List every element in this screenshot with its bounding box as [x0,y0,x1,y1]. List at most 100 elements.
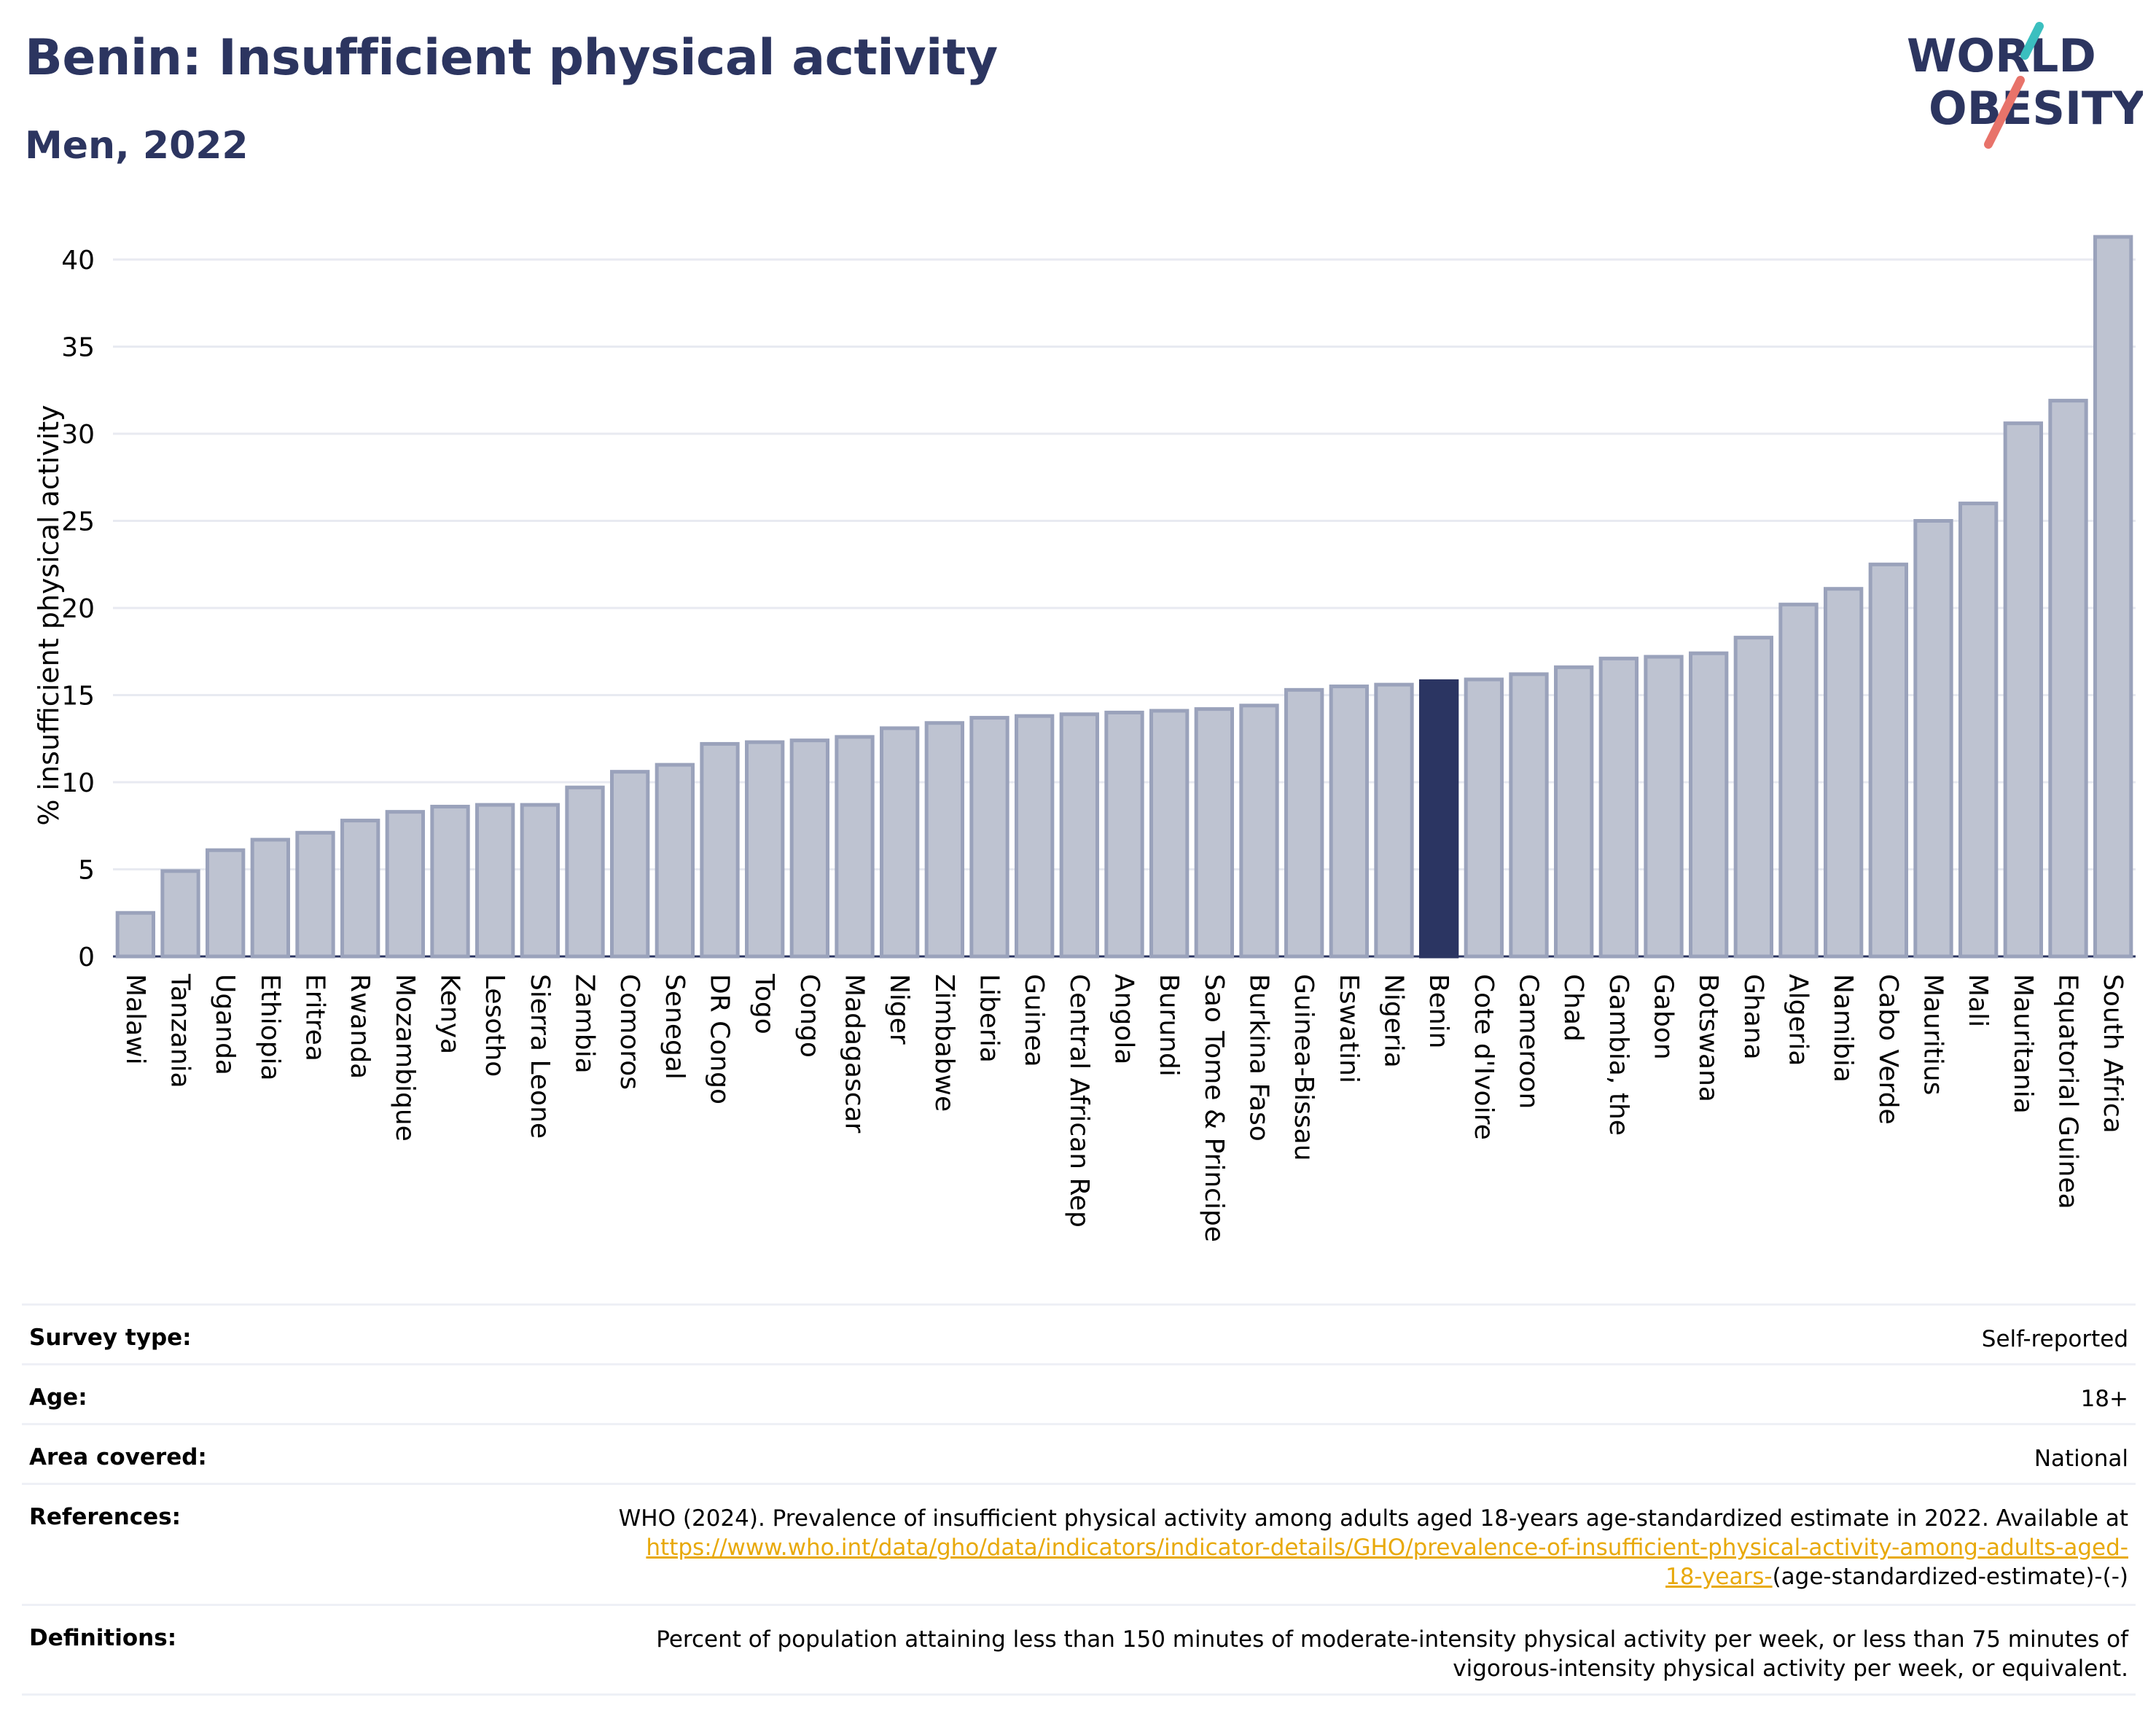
y-tick-label: 30 [61,420,95,450]
x-tick-label: Zimbabwe [929,974,959,1112]
x-tick-label: Eswatini [1334,974,1364,1083]
bar-gambia-the [1598,656,1639,959]
y-tick-label: 10 [61,768,95,798]
reference-suffix: (age-standardized-estimate)-(-) [1772,1564,2128,1590]
bar-guinea-bissau [1284,687,1324,959]
y-tick-label: 0 [78,943,95,972]
meta-label: References: [29,1504,181,1530]
x-tick-label: Sao Tome & Principe [1199,974,1229,1242]
logo-accent-coral [1984,76,2025,149]
x-tick-label: Mozambique [390,974,420,1142]
x-tick-label: Algeria [1784,974,1813,1067]
bar-tanzania [160,869,200,959]
meta-row-age: Age: 18+ [22,1363,2136,1423]
bar-uganda [206,848,246,959]
meta-value: Percent of population attaining less tha… [656,1606,2128,1693]
x-tick-label: Namibia [1828,974,1858,1083]
bar-congo [789,738,829,959]
y-tick-label: 5 [78,856,95,886]
meta-row-references: References: WHO (2024). Prevalence of in… [22,1483,2136,1604]
x-tick-label: Guinea [1019,974,1049,1067]
bar-rwanda [340,819,380,959]
bar-mozambique [385,810,426,959]
x-tick-label: Central African Rep [1064,974,1094,1228]
meta-value: National [2034,1446,2128,1472]
bar-chad [1554,665,1594,959]
y-tick-label: 35 [61,333,95,363]
x-tick-labels: Malawi Tanzania Uganda Ethiopia Eritrea Rwand… [120,973,2128,1242]
x-tick-label: Kenya [435,974,465,1054]
x-tick-label: Cabo Verde [1873,974,1903,1125]
bar-botswana [1689,651,1729,959]
meta-label: Area covered: [29,1444,207,1470]
bar-zambia [565,785,605,959]
meta-row-definitions: Definitions: Percent of population attai… [22,1604,2136,1696]
x-tick-label: Cote d'Ivoire [1469,974,1499,1140]
x-tick-label: Rwanda [345,974,375,1079]
bar-namibia [1824,587,1864,959]
x-tick-label: Burkina Faso [1244,974,1274,1142]
meta-value: Self-reported [1981,1326,2128,1352]
definition-line-2: vigorous-intensity physical activity per… [1453,1656,2128,1682]
x-tick-label: Ghana [1738,974,1768,1060]
x-tick-label: Equatorial Guinea [2053,974,2083,1209]
bar-zimbabwe [924,721,964,959]
y-axis-label: % insufficient physical activity [33,405,65,825]
logo-accent-teal [2020,22,2044,60]
bar-mauritius [1913,519,1953,959]
bar-cabo-verde [1868,562,1909,959]
bar-burundi [1149,709,1190,959]
reference-link-continued[interactable]: 18-years- [1665,1564,1773,1590]
bar-angola [1104,710,1144,959]
bar-south-africa [2093,235,2133,959]
bar-mali [1958,502,1999,959]
x-tick-label: Liberia [975,974,1004,1063]
meta-label: Survey type: [29,1325,192,1351]
page-title: Benin: Insufficient physical activity [25,29,998,87]
meta-label: Definitions: [29,1625,177,1651]
x-tick-label: Comoros [614,974,644,1090]
bar-central-african-rep [1059,712,1099,959]
x-tick-label: Lesotho [480,974,509,1077]
bar-chart: 0 5 10 15 20 25 30 35 40 Malawi Tanzania Uganda Eth… [33,235,2136,1242]
x-tick-label: Mali [1963,974,1993,1027]
bar-mauritania [2003,421,2044,959]
bar-liberia [969,716,1009,959]
bar-eswatini [1329,685,1369,959]
bar-lesotho [475,803,515,959]
metadata-table: Survey type: Self-reported Age: 18+ Area… [22,1303,2136,1696]
bar-ethiopia [250,838,290,959]
reference-link[interactable]: https://www.who.int/data/gho/data/indica… [646,1535,2128,1561]
definition-line-1: Percent of population attaining less tha… [656,1626,2128,1653]
meta-value: 18+ [2080,1386,2128,1412]
x-tick-label: Chad [1558,974,1588,1042]
bar-cameroon [1509,672,1549,959]
x-tick-label: Gambia, the [1604,974,1633,1136]
bar-nigeria [1374,682,1414,959]
x-tick-label: Guinea-Bissau [1289,974,1319,1161]
y-tick-labels: 0 5 10 15 20 25 30 35 40 [61,246,95,972]
meta-value: WHO (2024). Prevalence of insufficient p… [619,1485,2128,1604]
bar-eritrea [295,830,335,959]
bar-malawi [115,911,156,959]
y-tick-label: 15 [61,682,95,711]
page-subtitle: Men, 2022 [25,124,249,168]
bar-sao-tome-principe [1194,707,1234,959]
reference-text: WHO (2024). Prevalence of insufficient p… [618,1505,2128,1532]
y-tick-label: 20 [61,594,95,624]
logo-line2: OBESITY [1929,82,2143,135]
bar-sierra-leone [520,803,561,959]
meta-row-survey-type: Survey type: Self-reported [22,1303,2136,1363]
bar-comoros [610,770,650,959]
bar-ghana [1733,636,1774,959]
bar-dr-congo [700,741,740,959]
x-tick-label: South Africa [2098,974,2128,1134]
x-tick-label: Madagascar [840,974,870,1134]
x-tick-label: Botswana [1693,974,1723,1102]
bar-cote-d-ivoire [1464,677,1504,959]
y-tick-label: 40 [61,246,95,276]
meta-row-area: Area covered: National [22,1423,2136,1483]
x-tick-label: Niger [884,974,914,1045]
x-tick-label: Benin [1423,974,1453,1048]
x-tick-label: Angola [1109,974,1139,1064]
